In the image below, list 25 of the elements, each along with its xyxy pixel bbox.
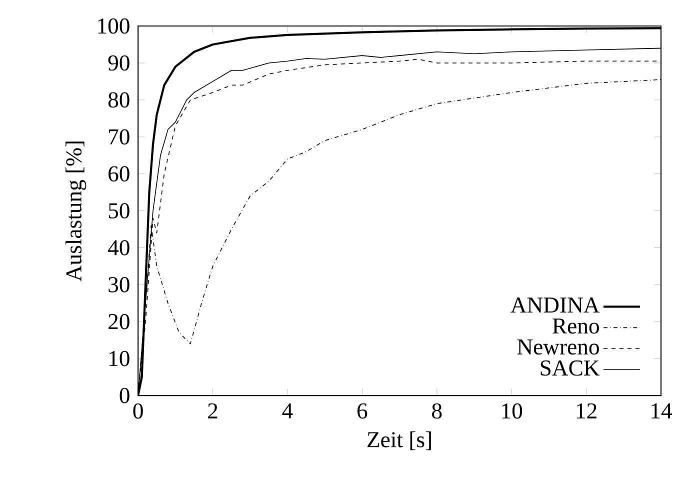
- x-tick-label: 14: [652, 403, 672, 418]
- y-tick-label: 100: [98, 18, 130, 34]
- x-tick-label: 0: [133, 403, 143, 419]
- y-tick-label: 10: [110, 350, 130, 366]
- y-tick-label: 40: [108, 240, 130, 256]
- x-tick-label: 10: [502, 403, 522, 419]
- x-axis-title: Zeit [s]: [368, 431, 431, 450]
- y-tick-label: 20: [108, 314, 130, 330]
- y-tick-label: 50: [108, 203, 130, 218]
- y-tick-label: 80: [108, 92, 130, 108]
- x-tick-label: 6: [357, 403, 368, 419]
- x-tick-label: 12: [576, 403, 596, 418]
- legend-label: SACK: [540, 360, 600, 376]
- legend-label: Newreno: [517, 340, 599, 355]
- legend-label: Reno: [552, 318, 599, 334]
- legend-label: ANDINA: [510, 298, 600, 313]
- y-tick-label: 60: [108, 166, 130, 182]
- y-tick-label: 90: [108, 55, 130, 71]
- y-tick-label: 30: [108, 277, 130, 292]
- x-tick-label: 2: [208, 403, 218, 418]
- y-tick-label: 0: [120, 388, 130, 404]
- y-tick-label: 70: [109, 129, 130, 145]
- x-tick-label: 4: [282, 403, 293, 418]
- y-axis-title: Auslastung [%]: [66, 142, 86, 282]
- x-tick-label: 8: [432, 403, 442, 419]
